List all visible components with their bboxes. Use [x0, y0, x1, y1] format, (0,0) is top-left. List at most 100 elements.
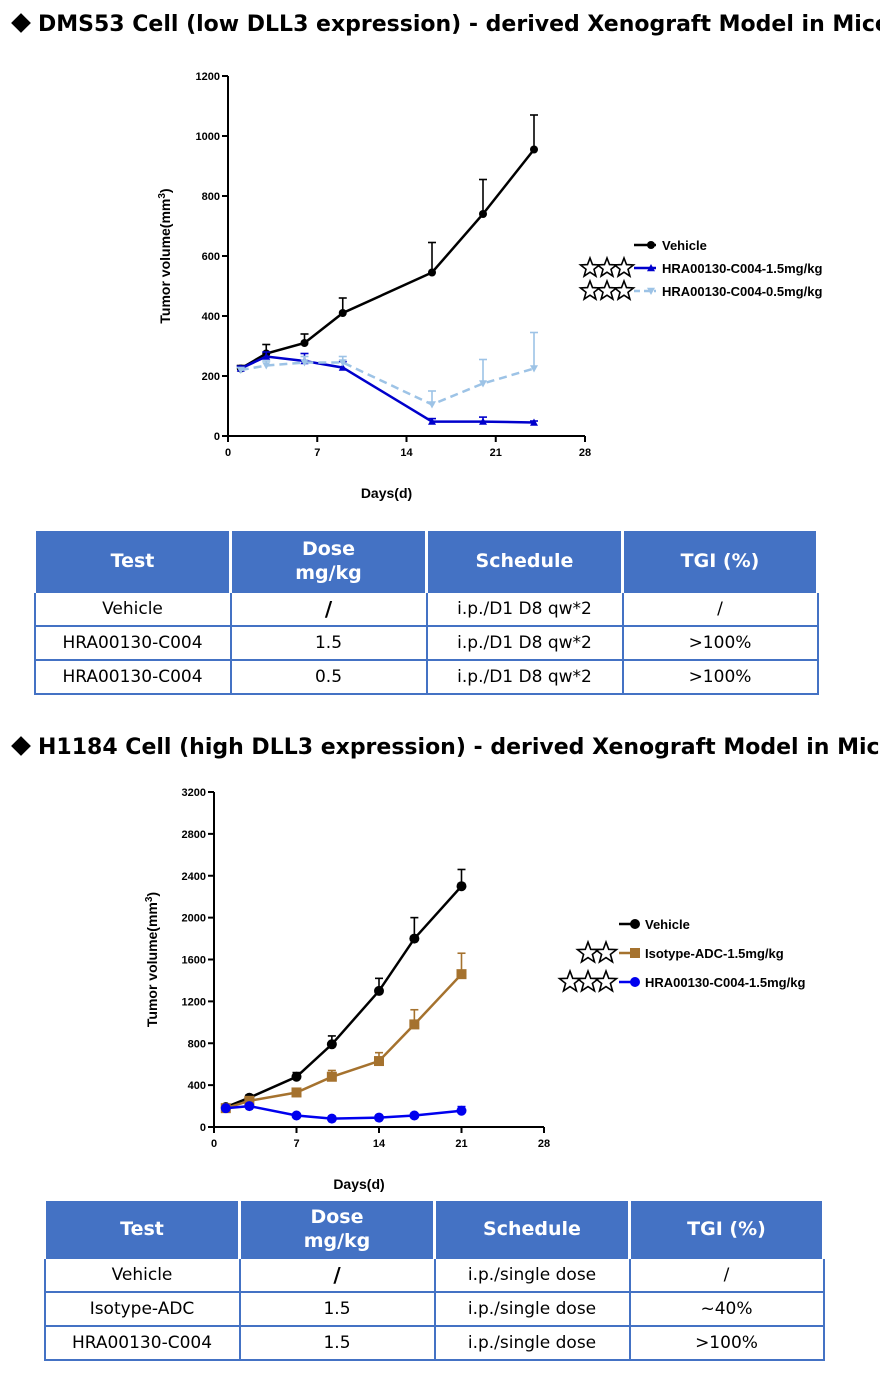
data-point	[647, 241, 655, 249]
header-dose: Dose mg/kg	[229, 528, 428, 592]
cell-tgi: /	[628, 1256, 825, 1293]
data-point	[647, 264, 655, 272]
cell-schedule: i.p./D1 D8 qw*2	[425, 624, 624, 661]
cell-schedule: i.p./single dose	[433, 1256, 631, 1293]
diamond-bullet-icon	[11, 736, 31, 756]
cell-tgi: >100%	[628, 1324, 825, 1361]
cell-tgi: >100%	[621, 624, 819, 661]
table-row: HRA00130-C004 0.5 i.p./D1 D8 qw*2 >100%	[33, 658, 819, 695]
data-point	[409, 1019, 420, 1030]
cell-dose: 0.5	[229, 658, 428, 695]
y-tick-label: 2800	[182, 829, 206, 841]
y-tick-label: 1200	[196, 71, 220, 83]
data-point	[326, 1113, 337, 1124]
data-point	[374, 1112, 384, 1123]
header-test: Test	[33, 528, 232, 592]
legend-item: Isotype-ADC-1.5mg/kg	[575, 939, 784, 964]
data-point	[291, 1087, 302, 1098]
significance-star-icon	[593, 968, 619, 993]
header-dose: Dose mg/kg	[238, 1198, 436, 1258]
legend-label: Isotype-ADC-1.5mg/kg	[645, 946, 784, 961]
data-point	[428, 417, 436, 425]
x-tick-label: 0	[225, 447, 231, 459]
legend-item: Vehicle	[634, 238, 707, 253]
cell-tgi: ~40%	[628, 1290, 825, 1327]
series-line	[240, 148, 535, 370]
data-point	[326, 1071, 337, 1082]
cell-dose: 1.5	[238, 1324, 436, 1361]
legend-label: HRA00130-C004-1.5mg/kg	[662, 261, 822, 276]
series-line	[240, 355, 535, 424]
y-tick-label: 1600	[182, 955, 206, 967]
x-axis-label: Days(d)	[333, 1176, 384, 1192]
data-point	[630, 977, 640, 987]
cell-schedule: i.p./single dose	[433, 1324, 631, 1361]
section-2-title: H1184 Cell (high DLL3 expression) - deri…	[8, 735, 880, 760]
data-point	[338, 309, 347, 317]
tgi-table-dms53: Test Dose mg/kg Schedule TGI (%) Vehicle…	[33, 528, 819, 695]
data-point	[374, 1056, 384, 1067]
table-row: Vehicle / i.p./single dose /	[43, 1256, 825, 1293]
cell-test: HRA00130-C004	[33, 658, 232, 695]
data-point	[300, 339, 309, 347]
data-point	[630, 948, 640, 958]
series-1	[220, 952, 467, 1114]
data-point	[647, 287, 655, 295]
cell-dose: /	[229, 590, 428, 627]
data-point	[530, 365, 538, 373]
header-test: Test	[43, 1198, 241, 1258]
data-point	[409, 933, 420, 944]
cell-schedule: i.p./D1 D8 qw*2	[425, 590, 624, 627]
chart-dms53: 0 200 400 600 800 1000 1200 0 7 14 21 28 Days(d) Tumo…	[157, 71, 823, 501]
cell-test: HRA00130-C004	[33, 624, 232, 661]
legend-label: HRA00130-C004-0.5mg/kg	[662, 284, 822, 299]
y-tick-label: 0	[200, 1122, 206, 1134]
data-point	[456, 1105, 467, 1116]
significance-star-icon	[575, 939, 601, 964]
data-point	[236, 366, 245, 374]
y-tick-label: 800	[202, 191, 220, 203]
legend-label: Vehicle	[662, 238, 707, 253]
cell-tgi: >100%	[621, 658, 819, 695]
series-0	[236, 114, 538, 373]
data-point	[338, 359, 347, 367]
legend-item: Vehicle	[619, 917, 690, 932]
data-point	[291, 1071, 302, 1082]
significance-star-icon	[575, 968, 601, 993]
significance-star-icon	[593, 939, 619, 964]
header-tgi: TGI (%)	[628, 1198, 825, 1258]
cell-schedule: i.p./single dose	[433, 1290, 631, 1327]
legend-label: Vehicle	[645, 917, 690, 932]
x-axis-label: Days(d)	[361, 485, 412, 501]
data-point	[428, 401, 436, 409]
cell-dose: 1.5	[229, 624, 428, 661]
data-point	[338, 363, 347, 371]
data-point	[374, 985, 384, 996]
series-2	[236, 331, 538, 409]
header-schedule: Schedule	[433, 1198, 631, 1258]
data-point	[479, 210, 487, 218]
y-tick-label: 1200	[182, 996, 206, 1008]
series-2	[220, 1101, 467, 1124]
data-point	[220, 1103, 231, 1114]
y-tick-label: 3200	[182, 787, 206, 799]
y-tick-label: 2400	[182, 871, 206, 883]
series-line	[240, 361, 535, 406]
data-point	[479, 380, 487, 388]
data-point	[300, 359, 309, 367]
data-point	[291, 1110, 302, 1121]
y-tick-label: 800	[188, 1038, 206, 1050]
cell-test: HRA00130-C004	[43, 1324, 241, 1361]
significance-star-icon	[595, 278, 619, 301]
y-tick-label: 0	[214, 431, 220, 443]
data-point	[409, 1110, 420, 1121]
data-point	[530, 418, 538, 426]
x-tick-label: 7	[293, 1138, 299, 1150]
legend-label: HRA00130-C004-1.5mg/kg	[645, 975, 805, 990]
data-point	[262, 362, 271, 370]
significance-star-icon	[578, 278, 602, 301]
cell-test: Vehicle	[43, 1256, 241, 1293]
data-point	[262, 352, 271, 360]
y-tick-label: 400	[202, 311, 220, 323]
legend-item: HRA00130-C004-1.5mg/kg	[557, 968, 805, 993]
